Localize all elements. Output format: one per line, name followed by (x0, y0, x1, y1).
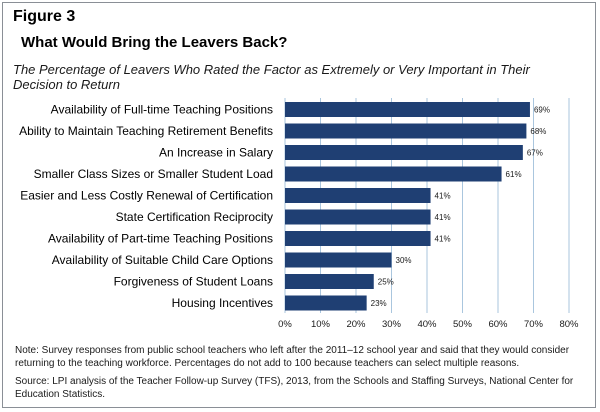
data-label: 41% (435, 235, 451, 244)
figure-frame: Figure 3 What Would Bring the Leavers Ba… (2, 2, 596, 408)
data-label: 41% (435, 192, 451, 201)
bar (285, 102, 530, 117)
data-label: 69% (534, 106, 550, 115)
category-label: Smaller Class Sizes or Smaller Student L… (34, 167, 273, 181)
bar (285, 231, 431, 246)
data-label: 41% (435, 213, 451, 222)
category-label: An Increase in Salary (159, 146, 273, 160)
data-label: 23% (371, 299, 387, 308)
data-label: 25% (378, 278, 394, 287)
chart-note: Note: Survey responses from public schoo… (15, 345, 570, 369)
data-label: 67% (527, 149, 543, 158)
bar (285, 166, 502, 182)
bar (285, 274, 374, 289)
x-tick-label: 10% (311, 319, 331, 330)
x-tick-label: 20% (346, 319, 366, 330)
bar (285, 209, 431, 225)
x-tick-label: 50% (453, 319, 473, 330)
x-tick-label: 70% (524, 319, 544, 330)
category-label: Housing Incentives (172, 296, 273, 310)
x-tick-label: 30% (382, 319, 402, 330)
chart-title: What Would Bring the Leavers Back? (21, 34, 288, 51)
data-label: 68% (530, 127, 546, 136)
data-label: 61% (506, 170, 522, 179)
bar (285, 252, 392, 268)
chart-subtitle: The Percentage of Leavers Who Rated the … (13, 62, 530, 92)
category-label: State Certification Reciprocity (116, 210, 273, 224)
x-tick-label: 80% (559, 319, 579, 330)
x-tick-label: 60% (488, 319, 508, 330)
bar (285, 123, 527, 139)
bar (285, 295, 367, 311)
category-label: Availability of Part-time Teaching Posit… (48, 232, 273, 246)
category-label: Forgiveness of Student Loans (114, 275, 273, 289)
bar (285, 145, 523, 160)
x-tick-label: 40% (417, 319, 437, 330)
figure-label: Figure 3 (13, 8, 76, 25)
category-label: Availability of Suitable Child Care Opti… (52, 253, 273, 267)
category-label: Availability of Full-time Teaching Posit… (51, 103, 273, 117)
data-label: 30% (396, 256, 412, 265)
category-label: Easier and Less Costly Renewal of Certif… (20, 189, 273, 203)
category-label: Ability to Maintain Teaching Retirement … (19, 124, 273, 138)
chart-source: Source: LPI analysis of the Teacher Foll… (15, 376, 574, 400)
x-tick-label: 0% (278, 319, 292, 330)
bar (285, 188, 431, 203)
